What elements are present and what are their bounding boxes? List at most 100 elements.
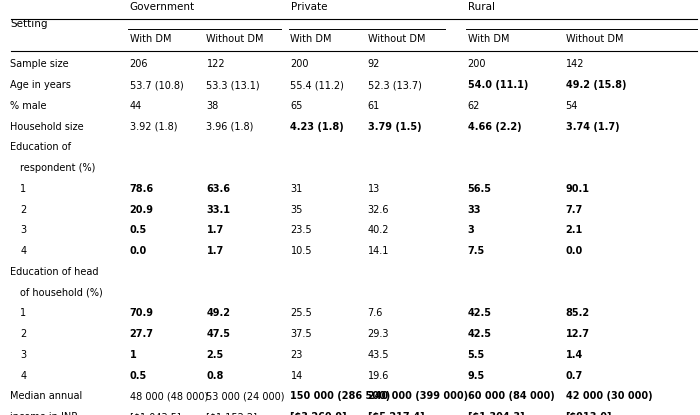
Text: 0.5: 0.5 [130,371,147,381]
Text: 29.3: 29.3 [368,329,389,339]
Text: Education of: Education of [10,142,71,152]
Text: 1.4: 1.4 [566,350,583,360]
Text: 27.7: 27.7 [130,329,153,339]
Text: 60 000 (84 000): 60 000 (84 000) [468,391,554,401]
Text: [$1 152.2]: [$1 152.2] [206,412,258,415]
Text: 4.66 (2.2): 4.66 (2.2) [468,122,522,132]
Text: 53.3 (13.1): 53.3 (13.1) [206,80,260,90]
Text: 4.23 (1.8): 4.23 (1.8) [290,122,344,132]
Text: 38: 38 [206,101,218,111]
Text: 0.0: 0.0 [130,246,147,256]
Text: Median annual: Median annual [10,391,83,401]
Text: 0.5: 0.5 [130,225,147,235]
Text: 92: 92 [368,59,380,69]
Text: 3.92 (1.8): 3.92 (1.8) [130,122,177,132]
Text: With DM: With DM [290,34,332,44]
Text: 206: 206 [130,59,148,69]
Text: 4: 4 [20,246,27,256]
Text: 53 000 (24 000): 53 000 (24 000) [206,391,285,401]
Text: 35: 35 [290,205,303,215]
Text: 52.3 (13.7): 52.3 (13.7) [368,80,421,90]
Text: 150 000 (286 500): 150 000 (286 500) [290,391,391,401]
Text: 44: 44 [130,101,141,111]
Text: 33.1: 33.1 [206,205,230,215]
Text: Without DM: Without DM [206,34,264,44]
Text: 23.5: 23.5 [290,225,312,235]
Text: 53.7 (10.8): 53.7 (10.8) [130,80,183,90]
Text: 1.7: 1.7 [206,246,224,256]
Text: 12.7: 12.7 [566,329,589,339]
Text: [$1 304.3]: [$1 304.3] [468,412,524,415]
Text: 1: 1 [130,350,136,360]
Text: With DM: With DM [468,34,509,44]
Text: 3.79 (1.5): 3.79 (1.5) [368,122,421,132]
Text: 1: 1 [20,308,27,318]
Text: 54.0 (11.1): 54.0 (11.1) [468,80,528,90]
Text: Education of head: Education of head [10,267,99,277]
Text: 43.5: 43.5 [368,350,389,360]
Text: 42 000 (30 000): 42 000 (30 000) [566,391,652,401]
Text: 7.5: 7.5 [468,246,485,256]
Text: 0.7: 0.7 [566,371,583,381]
Text: 14.1: 14.1 [368,246,389,256]
Text: 3: 3 [20,350,27,360]
Text: 9.5: 9.5 [468,371,485,381]
Text: Government: Government [130,2,195,12]
Text: 7.6: 7.6 [368,308,383,318]
Text: 33: 33 [468,205,481,215]
Text: of household (%): of household (%) [20,288,103,298]
Text: [$3 260.9]: [$3 260.9] [290,412,347,415]
Text: 62: 62 [468,101,480,111]
Text: 3.74 (1.7): 3.74 (1.7) [566,122,620,132]
Text: 49.2: 49.2 [206,308,230,318]
Text: 70.9: 70.9 [130,308,153,318]
Text: 55.4 (11.2): 55.4 (11.2) [290,80,344,90]
Text: 4: 4 [20,371,27,381]
Text: 3: 3 [468,225,475,235]
Text: Private: Private [290,2,327,12]
Text: Household size: Household size [10,122,84,132]
Text: 1.7: 1.7 [206,225,224,235]
Text: 42.5: 42.5 [468,308,491,318]
Text: 48 000 (48 000): 48 000 (48 000) [130,391,208,401]
Text: 122: 122 [206,59,225,69]
Text: 19.6: 19.6 [368,371,389,381]
Text: 47.5: 47.5 [206,329,230,339]
Text: Without DM: Without DM [566,34,623,44]
Text: 37.5: 37.5 [290,329,312,339]
Text: 200: 200 [468,59,486,69]
Text: 1: 1 [20,184,27,194]
Text: 10.5: 10.5 [290,246,312,256]
Text: 90.1: 90.1 [566,184,589,194]
Text: income in INR: income in INR [10,412,78,415]
Text: 2: 2 [20,329,27,339]
Text: Setting: Setting [10,19,48,29]
Text: 61: 61 [368,101,379,111]
Text: 65: 65 [290,101,303,111]
Text: 63.6: 63.6 [206,184,230,194]
Text: Rural: Rural [468,2,495,12]
Text: 2: 2 [20,205,27,215]
Text: 142: 142 [566,59,584,69]
Text: [$5 217.4]: [$5 217.4] [368,412,424,415]
Text: 0.0: 0.0 [566,246,583,256]
Text: 0.8: 0.8 [206,371,224,381]
Text: [$1 043.5]: [$1 043.5] [130,412,181,415]
Text: 85.2: 85.2 [566,308,589,318]
Text: 200: 200 [290,59,309,69]
Text: Age in years: Age in years [10,80,71,90]
Text: 7.7: 7.7 [566,205,583,215]
Text: 2.5: 2.5 [206,350,224,360]
Text: 49.2 (15.8): 49.2 (15.8) [566,80,626,90]
Text: 3.96 (1.8): 3.96 (1.8) [206,122,254,132]
Text: 78.6: 78.6 [130,184,153,194]
Text: Without DM: Without DM [368,34,425,44]
Text: 31: 31 [290,184,302,194]
Text: 54: 54 [566,101,578,111]
Text: 32.6: 32.6 [368,205,389,215]
Text: 240 000 (399 000): 240 000 (399 000) [368,391,468,401]
Text: 2.1: 2.1 [566,225,583,235]
Text: 13: 13 [368,184,379,194]
Text: Sample size: Sample size [10,59,69,69]
Text: 3: 3 [20,225,27,235]
